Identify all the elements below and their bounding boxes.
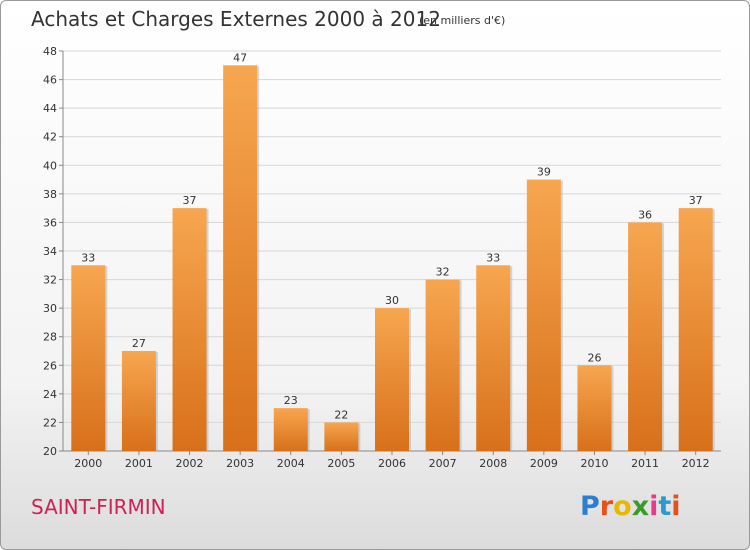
bar	[172, 208, 207, 451]
data-label: 22	[334, 408, 348, 421]
y-tick-label: 22	[43, 416, 57, 429]
bar	[375, 308, 409, 451]
place-name: SAINT-FIRMIN	[31, 495, 166, 519]
y-tick-label: 30	[43, 302, 57, 315]
y-tick-label: 48	[43, 45, 57, 58]
data-label: 33	[81, 251, 95, 264]
y-tick-label: 26	[43, 359, 57, 372]
brand-letter: x	[631, 491, 650, 522]
x-tick-label: 2011	[631, 457, 659, 470]
x-tick-label: 2012	[682, 457, 710, 470]
x-tick-label: 2000	[74, 457, 102, 470]
x-tick-label: 2003	[226, 457, 254, 470]
brand-letter: o	[613, 491, 632, 522]
y-tick-label: 34	[43, 245, 57, 258]
data-label: 27	[132, 337, 146, 350]
data-label: 23	[284, 394, 298, 407]
brand-letter: P	[580, 491, 600, 522]
bar	[526, 179, 561, 452]
y-tick-label: 44	[43, 102, 57, 115]
x-tick-label: 2001	[125, 457, 153, 470]
x-tick-label: 2010	[580, 457, 608, 470]
data-label: 37	[183, 194, 197, 207]
bar	[476, 265, 511, 451]
bar	[425, 279, 460, 451]
brand-letter: i	[671, 491, 681, 522]
data-label: 47	[233, 51, 247, 64]
y-tick-label: 24	[43, 388, 57, 401]
data-label: 39	[537, 166, 551, 179]
x-tick-label: 2005	[327, 457, 355, 470]
x-tick-label: 2007	[429, 457, 457, 470]
y-tick-label: 40	[43, 159, 57, 172]
bar	[628, 222, 663, 451]
data-label: 26	[587, 351, 601, 364]
y-tick-label: 20	[43, 445, 57, 458]
bar	[324, 422, 359, 451]
y-tick-label: 46	[43, 74, 57, 87]
x-tick-label: 2008	[479, 457, 507, 470]
data-label: 30	[385, 294, 399, 307]
data-label: 37	[689, 194, 703, 207]
y-tick-label: 36	[43, 216, 57, 229]
x-tick-label: 2006	[378, 457, 406, 470]
bar	[577, 365, 612, 451]
data-label: 33	[486, 251, 500, 264]
labels: 20 22 24 26 28 30 32 34 36 38 40 42 44 46 48 33 2000 27 20…	[43, 45, 710, 470]
chart-title: Achats et Charges Externes 2000 à 2012	[31, 7, 441, 31]
brand-letter: i	[649, 491, 659, 522]
y-tick-label: 38	[43, 188, 57, 201]
brand-logo[interactable]: Proxiti	[580, 491, 681, 522]
y-tick-label: 28	[43, 331, 57, 344]
bar	[273, 408, 308, 451]
bar	[71, 265, 106, 451]
bars	[71, 65, 715, 452]
data-label: 32	[436, 266, 450, 279]
bar	[678, 208, 713, 451]
brand-letter: t	[658, 491, 672, 522]
x-tick-label: 2009	[530, 457, 558, 470]
y-tick-label: 32	[43, 274, 57, 287]
x-tick-label: 2004	[277, 457, 305, 470]
chart-unit: (en milliers d'€)	[419, 14, 506, 27]
brand-letter: r	[599, 491, 614, 522]
bar	[223, 65, 258, 452]
y-tick-label: 42	[43, 131, 57, 144]
data-label: 36	[638, 208, 652, 221]
x-tick-label: 2002	[176, 457, 204, 470]
bar	[121, 351, 156, 451]
